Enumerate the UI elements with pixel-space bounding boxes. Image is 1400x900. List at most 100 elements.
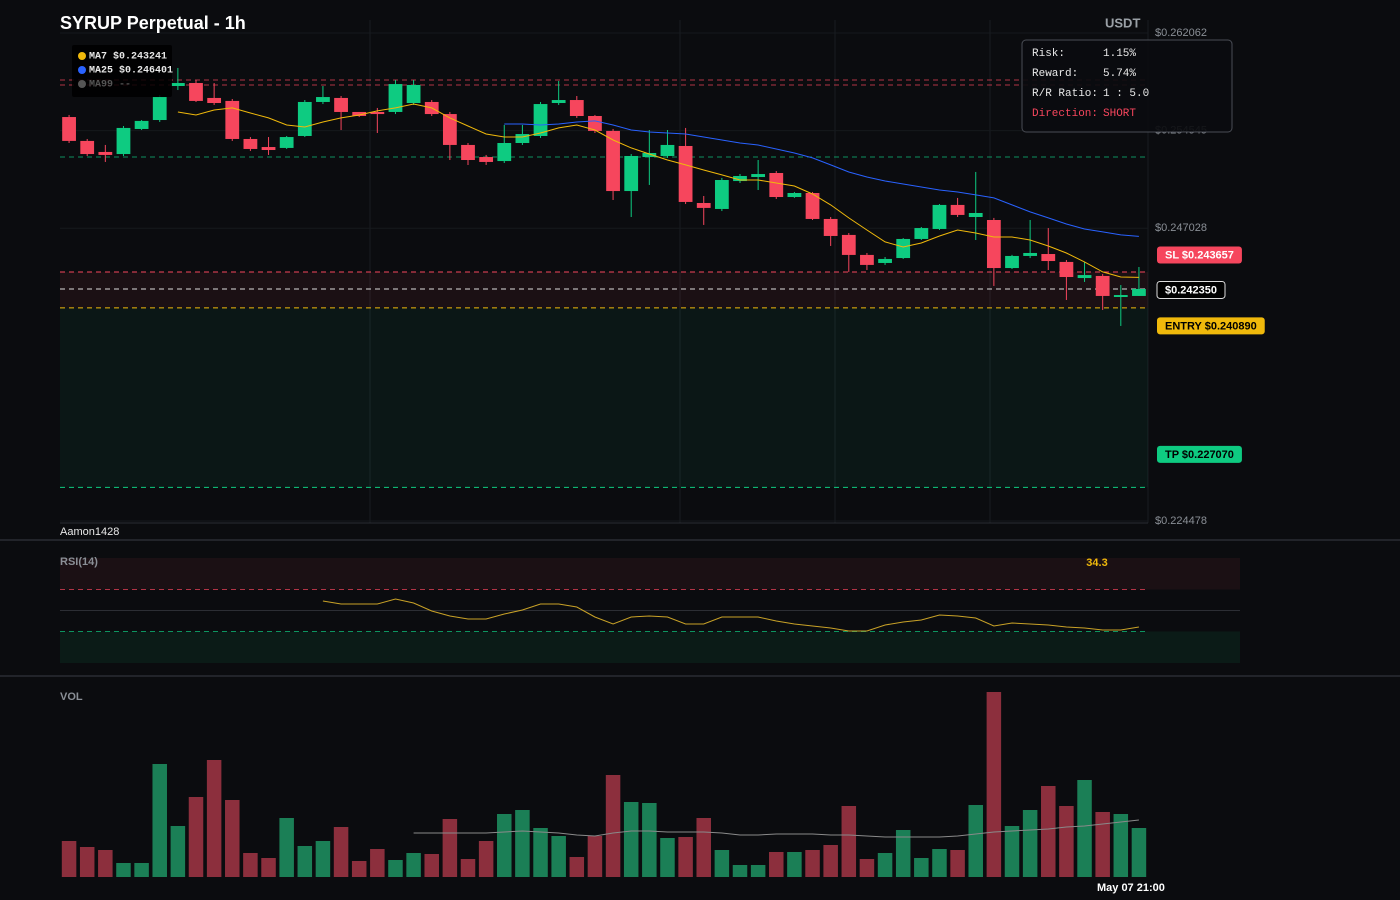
candle-body [551,100,566,104]
candle-body [297,101,312,136]
candle-body [696,202,711,208]
volume-bar [406,853,421,877]
volume-bar [660,838,675,877]
volume-bar [696,818,711,877]
candle-body [1132,288,1146,296]
risk-label: Reward: [1032,68,1078,80]
volume-bar [388,860,403,877]
risk-label: R/R Ratio: [1032,88,1098,100]
candle-body [569,100,584,116]
line [177,103,1139,278]
price-badge [1157,246,1242,264]
candle-body [406,84,421,104]
candle-body [896,238,911,259]
volume-bar [895,830,911,877]
candle-body [388,84,403,112]
y-tick-label: $0.247028 [1155,222,1207,234]
volume-bar [515,810,530,877]
candle-body [225,100,240,139]
candle-body [914,228,929,239]
legend-label: MA99 -- [89,80,131,91]
volume-bar [1077,780,1092,877]
volume-bar [79,847,95,877]
volume-bar [98,850,113,877]
line [504,120,1139,237]
volume-bar [678,837,693,877]
x-tick-label: May 07 21:00 [1097,882,1165,894]
volume-bar [206,760,222,877]
overbought-zone [60,558,1240,590]
candle-body [497,143,512,162]
volume-bar [497,814,512,877]
legend-swatch [78,52,86,60]
volume-bar [642,803,657,877]
candle-body [533,104,548,136]
candle-body [442,114,457,145]
volume-bar [370,849,385,877]
candle-body [733,175,747,182]
volume-bar [769,852,784,877]
candle-body [116,127,131,155]
candle-body [1059,261,1074,277]
candle-body [986,219,1001,269]
volume-bar [877,853,893,877]
candle-body [678,145,693,202]
candle-body [152,97,167,121]
volume-bar [732,865,748,877]
volume-bar [225,800,240,877]
candle-body [279,137,294,148]
legend-swatch [78,80,86,88]
price-badge [1157,317,1265,335]
candle-body [878,258,892,263]
volume-bar [1095,812,1110,877]
candle-body [515,134,530,144]
quote-currency: USDT [1105,15,1140,30]
price-badge-label: $0.242350 [1165,284,1217,296]
volume-bar [243,853,258,877]
candle-body [950,204,965,215]
volume-bar [587,836,603,877]
volume-bar [134,863,149,877]
y-tick-label: $0.262062 [1155,27,1207,39]
volume-bar [1004,826,1020,877]
candle-body [189,83,203,101]
candle-body [751,174,766,178]
volume-bar [460,859,476,877]
candle-body [98,151,113,155]
candle-body [461,144,475,161]
legend-swatch [78,66,86,74]
candle-body [588,115,602,131]
volume-bar [261,858,276,877]
volume-bar [315,841,331,877]
volume-bar [914,858,929,877]
candle-body [841,234,856,255]
volume-bar [569,857,585,877]
legend-label: MA7 $0.243241 [89,51,167,63]
volume-bar [859,859,875,877]
candle-body [787,192,802,198]
price-badge [1157,445,1242,463]
price-badge-label: SL $0.243657 [1165,249,1234,261]
risk-value: 5.74% [1103,68,1136,80]
volume-bar [841,806,857,877]
volume-bar [116,863,131,877]
pane-title: RSI(14) [60,556,98,568]
volume-bar [932,849,947,877]
volume-bar [605,775,621,877]
candle-body [62,117,76,141]
volume-bar [986,692,1002,877]
volume-bar [297,846,313,877]
candle-body [1041,254,1056,262]
volume-bar [279,818,294,877]
candle-body [1005,255,1019,269]
candle-body [932,204,947,229]
volume-bar [787,852,802,877]
candle-body [1023,252,1038,256]
volume-bar [333,827,349,877]
line [322,598,1139,632]
candle-body [80,140,95,155]
volume-bar [351,861,367,877]
risk-panel-box [1021,39,1233,133]
price-badge-label: ENTRY $0.240890 [1165,320,1257,332]
